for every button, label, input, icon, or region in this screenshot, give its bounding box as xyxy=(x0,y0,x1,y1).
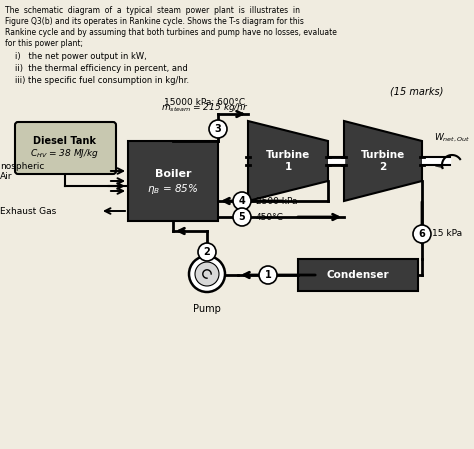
Circle shape xyxy=(198,243,216,261)
Text: 5: 5 xyxy=(238,212,246,222)
Text: Boiler: Boiler xyxy=(155,169,191,179)
Text: $\dot{m}_{steam}$ = 215 kg/hr: $\dot{m}_{steam}$ = 215 kg/hr xyxy=(161,101,249,115)
Text: Condenser: Condenser xyxy=(327,270,389,280)
Text: The  schematic  diagram  of  a  typical  steam  power  plant  is  illustrates  i: The schematic diagram of a typical steam… xyxy=(5,6,300,15)
Text: $W_{net, Out}$: $W_{net, Out}$ xyxy=(434,132,470,144)
Text: 6: 6 xyxy=(419,229,425,239)
Text: Pump: Pump xyxy=(193,304,221,314)
Circle shape xyxy=(413,225,431,243)
Text: Turbine
1: Turbine 1 xyxy=(266,150,310,172)
Text: Air: Air xyxy=(0,172,12,181)
Text: 1: 1 xyxy=(264,270,272,280)
Polygon shape xyxy=(344,121,422,201)
Circle shape xyxy=(189,256,225,292)
Text: Turbine
2: Turbine 2 xyxy=(361,150,405,172)
Text: iii) the specific fuel consumption in kg/hr.: iii) the specific fuel consumption in kg… xyxy=(15,76,189,85)
Text: 15000 kPa; 600°C: 15000 kPa; 600°C xyxy=(164,98,246,107)
Text: Figure Q3(b) and its operates in Rankine cycle. Shows the T-s diagram for this: Figure Q3(b) and its operates in Rankine… xyxy=(5,17,304,26)
Text: ii)  the thermal efficiency in percent, and: ii) the thermal efficiency in percent, a… xyxy=(15,64,188,73)
FancyBboxPatch shape xyxy=(15,122,116,174)
Text: 2: 2 xyxy=(204,247,210,257)
Text: for this power plant;: for this power plant; xyxy=(5,39,83,48)
Text: Exhaust Gas: Exhaust Gas xyxy=(0,207,56,216)
Circle shape xyxy=(233,192,251,210)
Text: Rankine cycle and by assuming that both turbines and pump have no losses, evalua: Rankine cycle and by assuming that both … xyxy=(5,28,337,37)
Text: 450°C: 450°C xyxy=(256,212,284,221)
Text: i)   the net power output in kW,: i) the net power output in kW, xyxy=(15,52,147,61)
Circle shape xyxy=(195,262,219,286)
Text: 15 kPa: 15 kPa xyxy=(432,229,462,238)
Circle shape xyxy=(233,208,251,226)
Text: nospheric: nospheric xyxy=(0,162,45,171)
Text: 2500 kPa: 2500 kPa xyxy=(256,197,298,206)
Text: 4: 4 xyxy=(238,196,246,206)
FancyBboxPatch shape xyxy=(128,141,218,221)
Text: Diesel Tank: Diesel Tank xyxy=(34,136,97,146)
Circle shape xyxy=(259,266,277,284)
Polygon shape xyxy=(248,121,328,201)
Text: $C_{HV}$ = 38 MJ/kg: $C_{HV}$ = 38 MJ/kg xyxy=(30,146,100,159)
FancyBboxPatch shape xyxy=(298,259,418,291)
Text: (15 marks): (15 marks) xyxy=(390,86,443,96)
Text: 3: 3 xyxy=(215,124,221,134)
Circle shape xyxy=(209,120,227,138)
Text: $\eta_B$ = 85%: $\eta_B$ = 85% xyxy=(147,182,199,196)
